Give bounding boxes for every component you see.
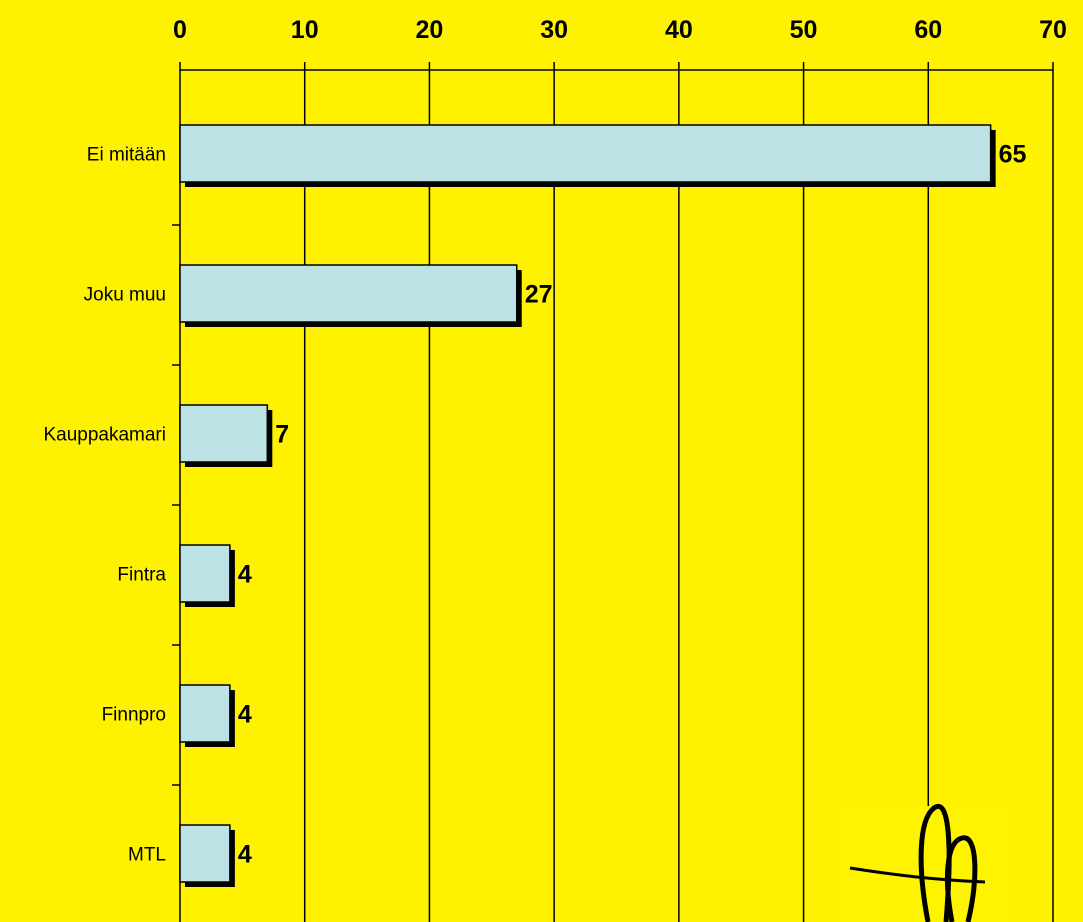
data-label: 4: [238, 841, 252, 869]
bar: [179, 684, 231, 743]
bar: [179, 824, 231, 883]
x-tick-label-30: 30: [540, 16, 568, 44]
data-label: 27: [525, 281, 553, 309]
bar: [179, 264, 518, 323]
x-tick-label-0: 0: [173, 16, 187, 44]
data-label: 65: [999, 141, 1027, 169]
x-tick-label-70: 70: [1039, 16, 1067, 44]
x-tick-label-40: 40: [665, 16, 693, 44]
x-tick-label-50: 50: [790, 16, 818, 44]
category-label: Finnpro: [102, 705, 166, 726]
data-label: 7: [275, 421, 289, 449]
data-label: 4: [238, 701, 252, 729]
signature-logo-icon: [838, 803, 1010, 922]
bar: [179, 544, 231, 603]
axes: [172, 62, 1054, 922]
gridlines: [303, 70, 1054, 922]
category-label: Kauppakamari: [43, 425, 166, 446]
bar: [179, 404, 269, 463]
labels: 0 10 20 30 40 50 60 70 Ei mitään 65 Joku muu 27 Kaup…: [43, 16, 1066, 869]
category-label: Joku muu: [84, 285, 166, 306]
bar: [179, 124, 992, 183]
bars: [179, 124, 996, 887]
category-label: MTL: [128, 845, 166, 866]
data-label: 4: [238, 561, 252, 589]
x-tick-label-20: 20: [416, 16, 444, 44]
category-label: Fintra: [117, 565, 166, 586]
x-tick-label-10: 10: [291, 16, 319, 44]
category-label: Ei mitään: [87, 145, 166, 166]
x-tick-label-60: 60: [914, 16, 942, 44]
